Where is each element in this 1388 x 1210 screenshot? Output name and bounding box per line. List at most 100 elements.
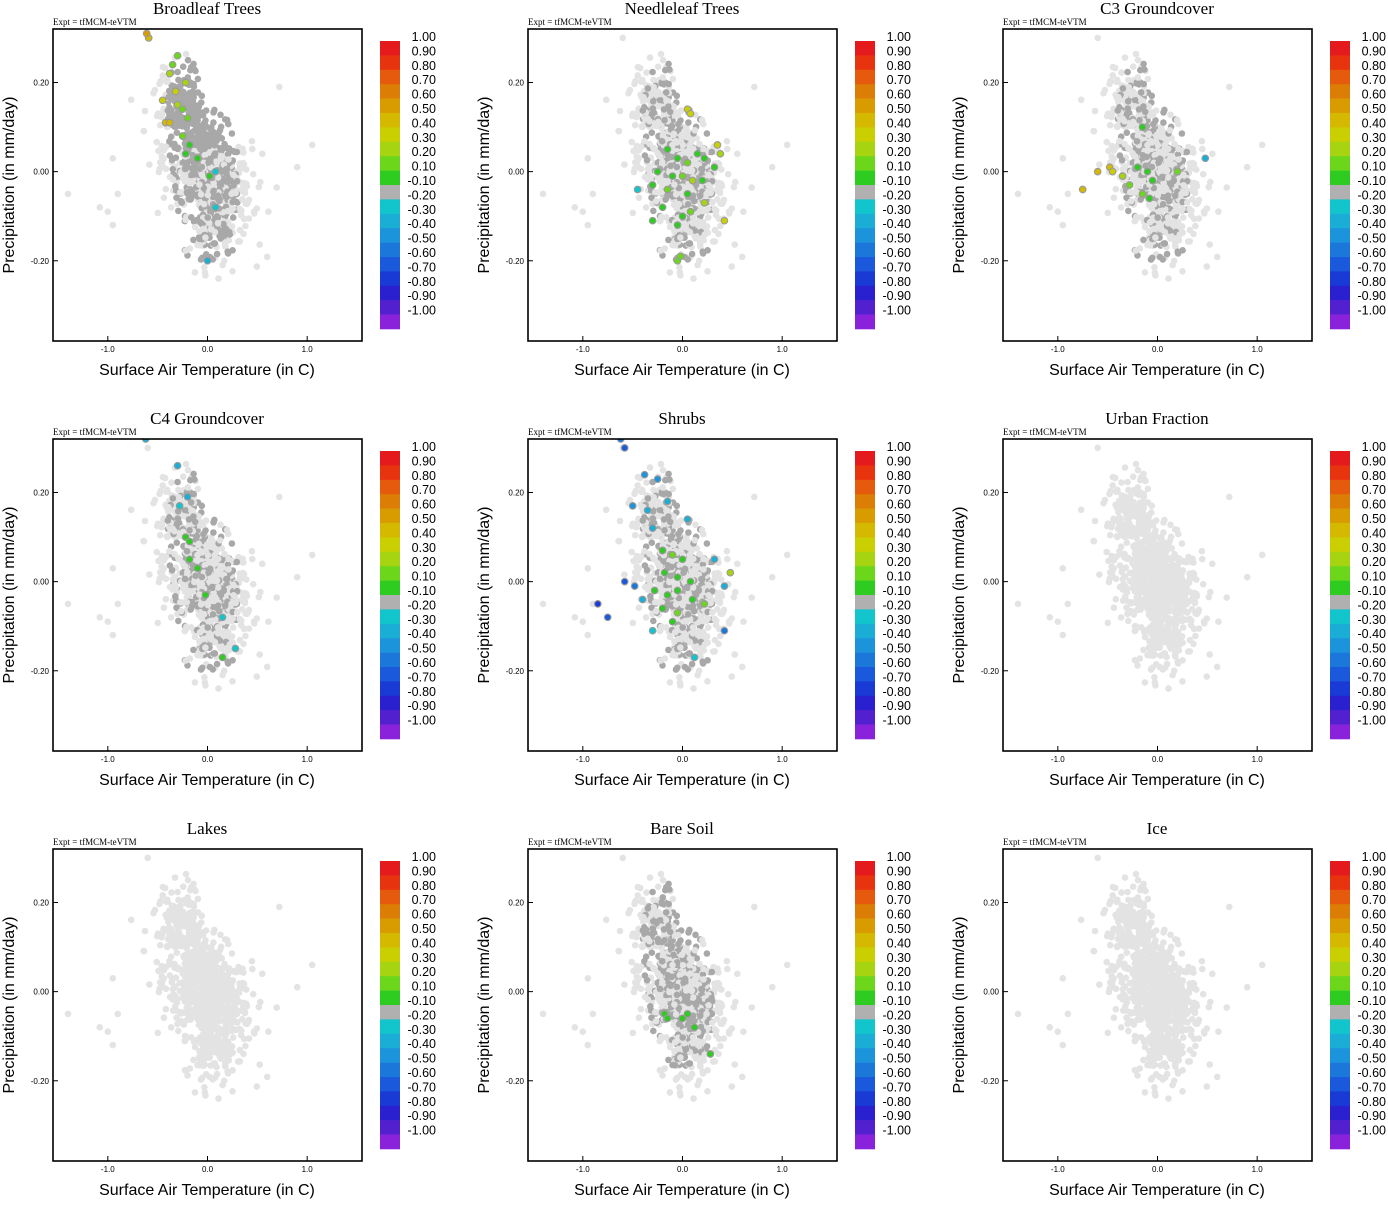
- background-point: [674, 93, 681, 100]
- background-point: [110, 222, 117, 229]
- background-point: [259, 561, 266, 568]
- background-point: [191, 476, 198, 483]
- background-point: [1199, 138, 1206, 145]
- highlight-point: [184, 494, 191, 501]
- colorbar: 1.000.900.800.700.600.500.400.300.200.10…: [380, 440, 436, 739]
- background-point: [211, 650, 218, 657]
- background-point: [264, 254, 271, 261]
- colorbar-label: 1.00: [1362, 30, 1386, 44]
- background-point: [657, 97, 664, 104]
- colorbar-swatch: [380, 509, 400, 524]
- background-point: [276, 84, 283, 91]
- background-point: [632, 569, 639, 576]
- colorbar-swatch: [1330, 127, 1350, 142]
- background-point: [635, 474, 642, 481]
- background-point: [206, 630, 213, 637]
- background-point: [603, 507, 610, 514]
- colorbar-label: 0.80: [412, 59, 436, 73]
- background-point: [650, 208, 657, 215]
- background-point: [224, 166, 231, 173]
- background-point: [704, 223, 711, 230]
- highlight-point: [206, 173, 213, 180]
- highlight-point: [194, 565, 201, 572]
- background-point: [249, 146, 256, 153]
- x-tick-label: 1.0: [302, 345, 314, 354]
- colorbar-label: -0.80: [408, 275, 437, 289]
- colorbar-swatch: [380, 523, 400, 538]
- background-point: [1108, 153, 1115, 160]
- background-point: [1065, 191, 1072, 198]
- colorbar-label: -1.00: [883, 304, 912, 318]
- background-point: [689, 251, 696, 258]
- background-point: [1138, 214, 1145, 221]
- x-tick-label: 0.0: [677, 345, 689, 354]
- colorbar-label: 0.90: [412, 44, 436, 58]
- colorbar-label: -0.80: [883, 275, 912, 289]
- colorbar-swatch: [380, 171, 400, 186]
- background-point: [1189, 196, 1196, 203]
- background-point: [638, 166, 645, 173]
- background-point: [688, 138, 695, 145]
- background-point: [276, 494, 283, 501]
- highlight-point: [186, 142, 193, 149]
- background-point: [1094, 35, 1101, 42]
- background-point: [1172, 239, 1179, 246]
- background-point: [214, 195, 221, 202]
- colorbar-label: 0.30: [412, 131, 436, 145]
- background-point: [240, 160, 247, 167]
- colorbar-label: -0.60: [408, 246, 437, 260]
- background-point: [704, 633, 711, 640]
- background-point: [1187, 227, 1194, 234]
- background-point: [693, 563, 700, 570]
- background-point: [221, 141, 228, 148]
- background-point: [1155, 159, 1162, 166]
- background-point: [165, 504, 172, 511]
- background-point: [688, 569, 695, 576]
- background-point: [236, 206, 243, 213]
- colorbar-swatch: [855, 84, 875, 99]
- colorbar-label: -0.10: [408, 174, 437, 188]
- background-point: [643, 204, 650, 211]
- background-point: [1060, 222, 1067, 229]
- colorbar-label: 1.00: [412, 30, 436, 44]
- background-point: [105, 618, 112, 625]
- colorbar-label: 0.90: [1362, 44, 1386, 58]
- colorbar-label: -0.70: [1358, 260, 1387, 274]
- highlight-point: [176, 503, 183, 510]
- background-point: [603, 97, 610, 104]
- background-point: [157, 569, 164, 576]
- background-point: [709, 149, 716, 156]
- background-point: [115, 601, 122, 608]
- background-point: [1106, 81, 1113, 88]
- y-tick-label: 0.00: [33, 168, 49, 177]
- background-point: [170, 495, 177, 502]
- colorbar-swatch: [1330, 156, 1350, 171]
- background-point: [214, 577, 221, 584]
- background-point: [168, 479, 175, 486]
- background-point: [192, 163, 199, 170]
- background-point: [639, 78, 646, 85]
- x-tick-label: 0.0: [1152, 345, 1164, 354]
- background-point: [205, 569, 212, 576]
- colorbar-swatch: [1330, 84, 1350, 99]
- background-point: [666, 476, 673, 483]
- background-point: [225, 156, 232, 163]
- background-point: [1223, 184, 1230, 191]
- panel-title: C4 Groundcover: [150, 410, 264, 428]
- background-point: [650, 98, 657, 105]
- colorbar-swatch: [380, 99, 400, 114]
- background-point: [1178, 191, 1185, 198]
- background-point: [294, 574, 301, 581]
- background-point: [215, 624, 222, 631]
- background-point: [1133, 51, 1140, 58]
- background-point: [273, 594, 280, 601]
- background-point: [205, 159, 212, 166]
- background-point: [236, 616, 243, 623]
- colorbar-swatch: [1330, 300, 1350, 315]
- background-point: [194, 242, 201, 249]
- colorbar-label: -0.20: [1358, 188, 1387, 202]
- background-point: [97, 614, 104, 621]
- background-point: [680, 142, 687, 149]
- background-point: [201, 201, 208, 208]
- background-point: [643, 479, 650, 486]
